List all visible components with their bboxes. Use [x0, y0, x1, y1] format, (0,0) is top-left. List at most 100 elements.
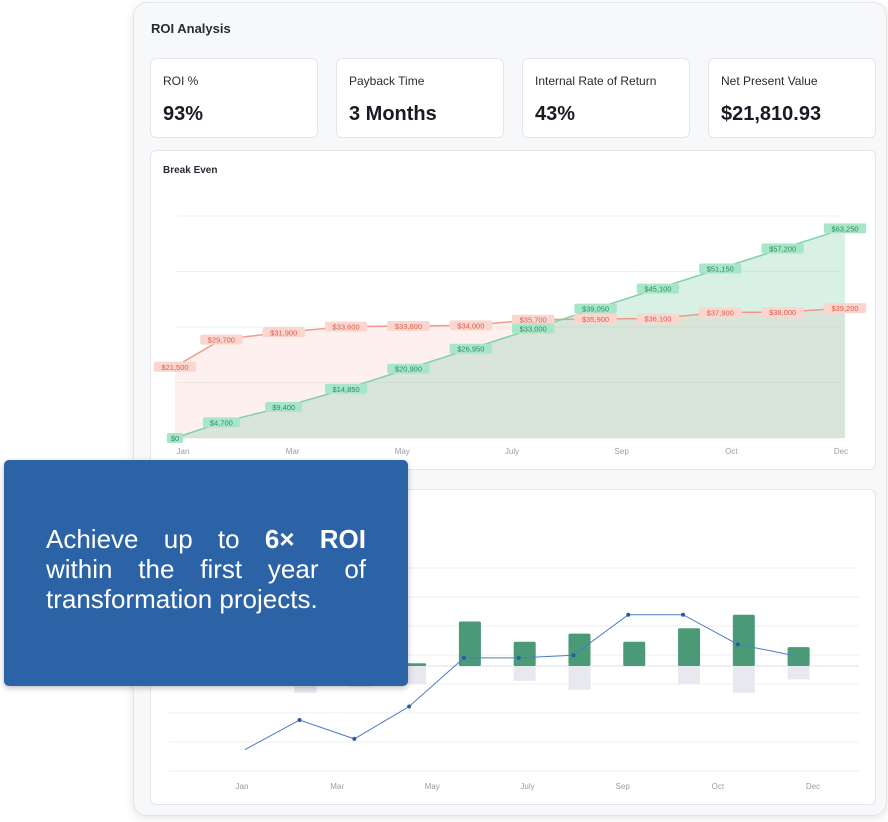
cost-point-label: $39,200	[831, 304, 858, 313]
return-point-pill	[449, 343, 493, 354]
cost-point-pill	[324, 321, 368, 332]
cost-point-label: $38,000	[769, 308, 796, 317]
trend-point	[407, 704, 412, 709]
negative-bar	[732, 666, 755, 693]
kpi-value: 43%	[535, 103, 576, 125]
promo-text: Achieve up to 6× ROI within the first ye…	[46, 524, 366, 614]
return-point-pill	[574, 303, 617, 314]
kpi-label: Net Present Value	[721, 74, 818, 88]
negative-bar	[513, 666, 536, 681]
return-point-label: $9,400	[272, 403, 295, 412]
cost-point-label: $37,900	[707, 308, 734, 317]
kpi-value: 93%	[163, 103, 204, 125]
return-area	[175, 228, 845, 438]
panel-title: ROI Analysis	[151, 21, 231, 36]
x-tick-label: Sep	[616, 782, 631, 791]
kpi-card-payback-time: Payback Time 3 Months	[336, 58, 504, 138]
return-point-pill	[387, 363, 430, 374]
positive-bar	[404, 663, 427, 666]
cost-area	[175, 308, 845, 438]
cost-point-label: $35,700	[520, 316, 547, 325]
trend-point	[626, 612, 631, 617]
x-tick-label: July	[520, 782, 534, 791]
cost-point-pill	[449, 320, 493, 331]
cost-point-label: $35,900	[582, 315, 609, 324]
x-tick-label: Oct	[725, 447, 738, 456]
return-point-label: $63,250	[831, 224, 858, 233]
kpi-label: ROI %	[163, 74, 199, 88]
x-tick-label: May	[425, 782, 440, 791]
cost-point-pill	[262, 327, 305, 338]
return-point-label: $33,000	[520, 325, 547, 334]
x-tick-label: Oct	[712, 782, 725, 791]
cost-point-label: $29,700	[208, 336, 235, 345]
x-tick-label: May	[395, 447, 410, 456]
cost-point-pill	[511, 314, 555, 325]
promo-text-end: within the first year of transformation …	[46, 554, 366, 614]
x-tick-label: Jan	[177, 447, 190, 456]
cost-point-label: $31,900	[270, 328, 297, 337]
return-point-label: $14,850	[333, 385, 360, 394]
cost-point-label: $34,000	[457, 321, 484, 330]
promo-highlight: 6× ROI	[264, 524, 366, 554]
cost-point-pill	[699, 307, 742, 318]
return-point-label: $0	[171, 434, 179, 443]
cost-point-label: $33,800	[395, 322, 422, 331]
cost-point-label: $36,100	[644, 314, 671, 323]
x-tick-label: Sep	[615, 447, 630, 456]
x-tick-label: Mar	[330, 782, 344, 791]
x-tick-label: July	[505, 447, 519, 456]
negative-bar	[678, 666, 701, 684]
return-point-pill	[265, 401, 303, 412]
cost-point-pill	[200, 334, 243, 345]
trend-point	[571, 653, 576, 658]
kpi-value: $21,810.93	[721, 103, 822, 125]
roi-analysis-panel: ROI Analysis ROI % 93% Payback Time 3 Mo…	[133, 2, 887, 816]
positive-bar	[568, 633, 591, 666]
cash-flow-chart: Jan Mar May July Sep Oct Dec	[169, 567, 859, 791]
trend-point	[516, 655, 521, 660]
return-point-pill	[324, 383, 368, 394]
kpi-value: 3 Months	[349, 103, 437, 125]
cost-point-label: $33,600	[333, 323, 360, 332]
cost-point-pill	[636, 313, 680, 324]
negative-bar	[568, 666, 591, 690]
x-tick-label: Dec	[806, 782, 820, 791]
trend-point	[735, 642, 740, 647]
positive-bar	[623, 641, 646, 666]
return-point-pill	[166, 433, 184, 443]
return-point-label: $20,900	[395, 365, 422, 374]
cost-point-pill	[387, 321, 430, 332]
trend-point	[297, 718, 302, 722]
trend-point	[352, 736, 357, 741]
chart-title: Break Even	[163, 165, 218, 176]
positive-bar	[732, 614, 755, 666]
x-tick-label: Dec	[834, 447, 848, 456]
return-point-pill	[636, 283, 680, 294]
kpi-label: Payback Time	[349, 74, 425, 88]
positive-bar	[513, 641, 536, 666]
cost-point-pill	[153, 361, 197, 372]
positive-bar	[787, 647, 810, 666]
cost-point-pill	[574, 314, 617, 325]
trend-point	[681, 612, 686, 617]
cost-point-pill	[761, 307, 804, 318]
return-point-label: $26,950	[457, 345, 484, 354]
trend-point	[461, 655, 466, 660]
kpi-label: Internal Rate of Return	[535, 74, 657, 88]
return-point-pill	[823, 223, 867, 234]
negative-bar	[787, 666, 810, 680]
break-even-chart: $21,500 $29,700 $31,900 $33,600 $33,800 $34,0…	[153, 215, 867, 456]
positive-bar	[678, 628, 701, 666]
cost-point-label: $21,500	[161, 363, 188, 372]
promo-text-start: Achieve up to	[46, 524, 240, 554]
return-point-pill	[511, 323, 555, 334]
return-point-label: $51,150	[707, 265, 734, 274]
return-point-pill	[761, 243, 804, 254]
promo-banner: Achieve up to 6× ROI within the first ye…	[4, 460, 408, 686]
return-point-pill	[699, 263, 742, 274]
return-point-pill	[202, 417, 240, 428]
negative-bar	[404, 666, 427, 684]
positive-bar	[458, 621, 481, 666]
kpi-card-roi: ROI % 93%	[150, 58, 318, 138]
